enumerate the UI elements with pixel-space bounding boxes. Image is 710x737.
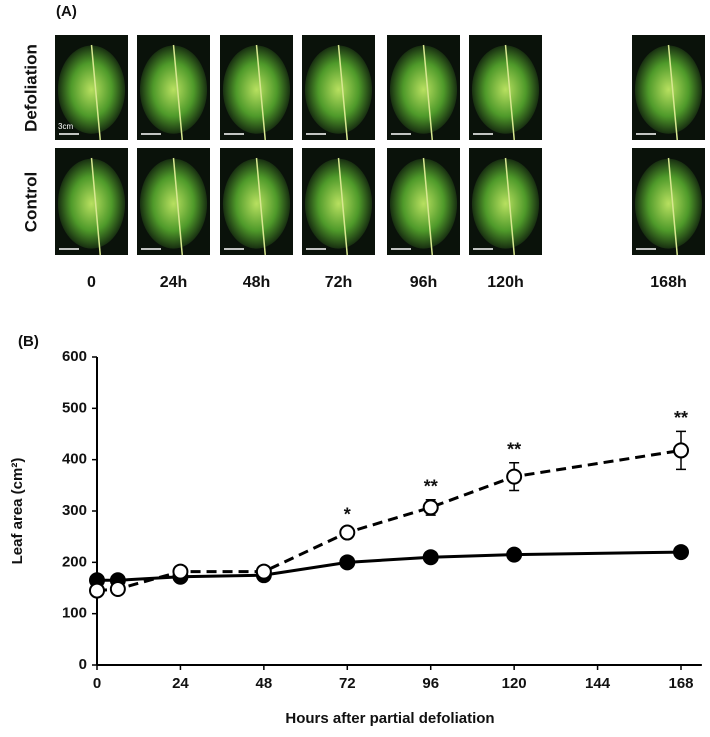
marker <box>673 544 689 561</box>
y-tick-label: 500 <box>62 399 87 416</box>
stem <box>255 157 267 256</box>
row-label: Control <box>21 172 40 232</box>
stem <box>504 157 516 256</box>
y-tick-label: 600 <box>62 348 87 365</box>
x-tick-label: 96 <box>422 675 439 692</box>
stem <box>90 157 102 256</box>
x-tick-label: 120 <box>502 675 527 692</box>
y-tick-label: 200 <box>62 553 87 570</box>
leaf <box>634 158 703 249</box>
leaf <box>57 45 126 134</box>
panel-a-label: (A) <box>56 3 77 20</box>
marker <box>506 546 523 563</box>
leaf <box>139 45 208 134</box>
y-tick-label: 0 <box>79 656 87 673</box>
significance: ** <box>674 408 688 428</box>
stem <box>422 157 434 256</box>
stem <box>667 44 679 141</box>
scale-label: 3cm <box>58 122 73 131</box>
marker <box>255 563 272 580</box>
marker <box>422 549 439 566</box>
panel-b-label: (B) <box>18 333 39 350</box>
x-tick-label: 144 <box>585 675 611 692</box>
leaf <box>304 45 373 134</box>
x-tick-label: 48 <box>256 675 273 692</box>
leaf <box>139 158 208 249</box>
leaf <box>634 45 703 134</box>
y-tick-label: 100 <box>62 605 87 622</box>
stem <box>422 44 434 141</box>
marker <box>89 582 105 599</box>
stem <box>504 44 516 141</box>
marker <box>673 442 689 459</box>
significance: ** <box>424 476 438 496</box>
marker <box>339 554 356 571</box>
leaf <box>389 158 458 249</box>
x-axis-label: Hours after partial defoliation <box>285 710 494 727</box>
stem <box>172 157 184 256</box>
x-tick-label: 168 <box>668 675 693 692</box>
time-label: 48h <box>243 274 271 291</box>
time-label: 24h <box>160 274 188 291</box>
leaf <box>471 158 540 249</box>
significance: ** <box>507 439 521 459</box>
time-label: 120h <box>487 274 523 291</box>
leaf <box>57 158 126 249</box>
marker <box>339 524 356 541</box>
x-tick-label: 24 <box>172 675 189 692</box>
time-label: 168h <box>650 274 686 291</box>
stem <box>172 44 184 141</box>
leaf <box>389 45 458 134</box>
leaf <box>304 158 373 249</box>
leaf <box>471 45 540 134</box>
stem <box>667 157 679 256</box>
row-label: Defoliation <box>21 44 40 132</box>
marker <box>109 581 126 598</box>
marker <box>422 499 439 516</box>
stem <box>90 44 102 141</box>
series-line <box>96 448 682 593</box>
time-label: 0 <box>87 274 96 291</box>
x-tick-label: 0 <box>93 675 101 692</box>
time-label: 72h <box>325 274 353 291</box>
significance: * <box>344 505 351 525</box>
marker <box>172 563 189 580</box>
x-tick-label: 72 <box>339 675 356 692</box>
y-tick-label: 300 <box>62 502 87 519</box>
leaf <box>222 45 291 134</box>
time-label: 96h <box>410 274 438 291</box>
stem <box>337 157 349 256</box>
leaf <box>222 158 291 249</box>
stem <box>337 44 349 141</box>
marker <box>506 468 523 485</box>
stem <box>255 44 267 141</box>
y-axis-label: Leaf area (cm²) <box>9 458 26 565</box>
y-tick-label: 400 <box>62 451 87 468</box>
series-line <box>97 550 682 582</box>
